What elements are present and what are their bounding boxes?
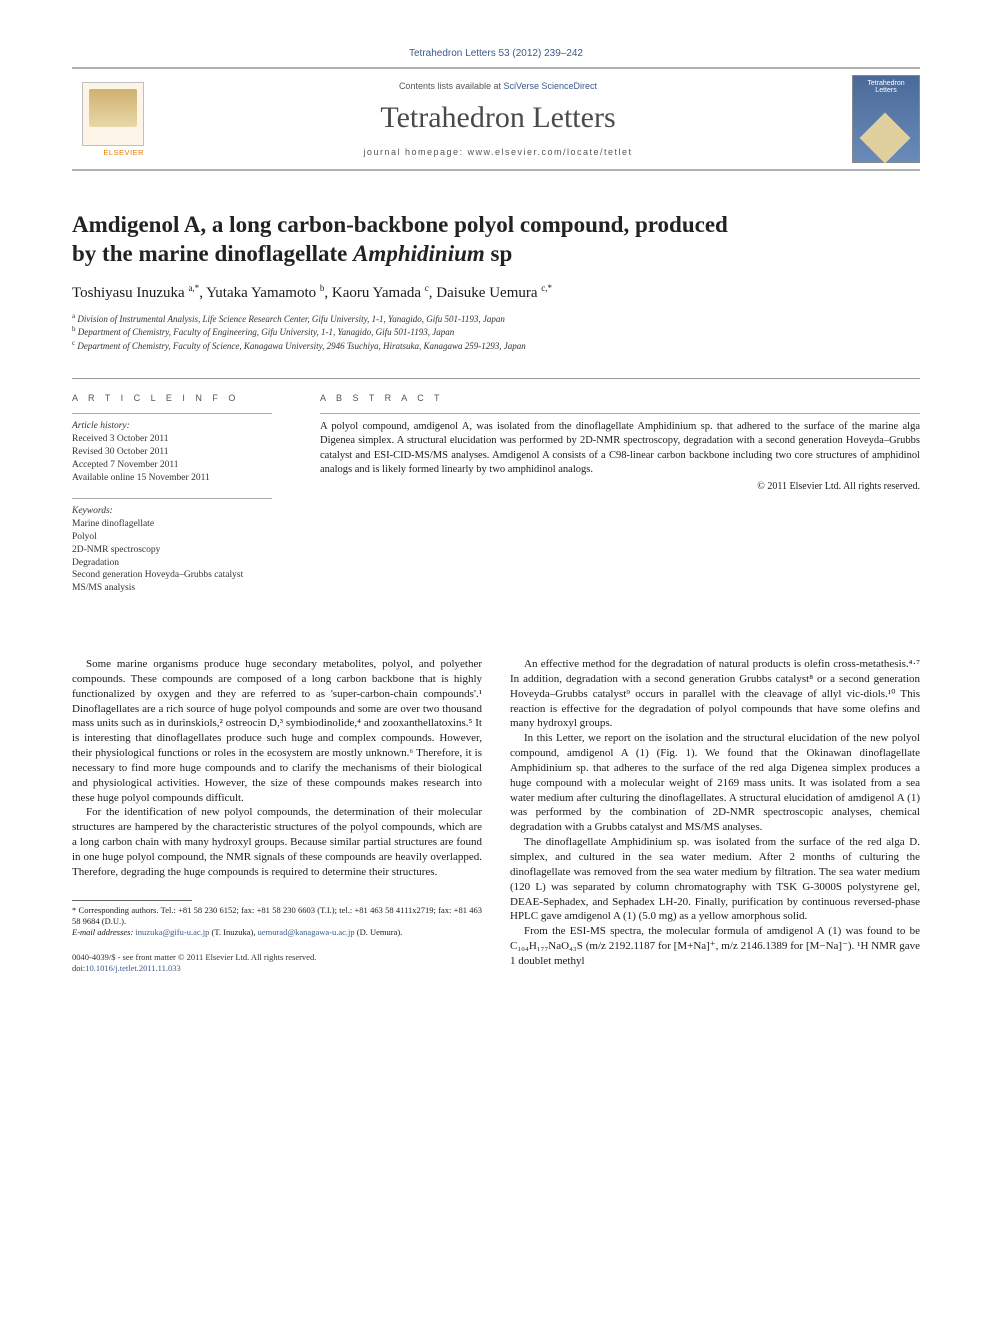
abstract-label: A B S T R A C T: [320, 393, 920, 403]
article-history: Article history: Received 3 October 2011…: [72, 413, 272, 484]
contents-line: Contents lists available at SciVerse Sci…: [144, 81, 852, 91]
affil-c-text: Department of Chemistry, Faculty of Scie…: [77, 341, 525, 351]
title-line-2-pre: by the marine dinoflagellate: [72, 241, 353, 266]
body-p2: For the identification of new polyol com…: [72, 805, 482, 879]
body-p6: From the ESI-MS spectra, the molecular f…: [510, 924, 920, 969]
body-p3: An effective method for the degradation …: [510, 657, 920, 731]
abstract-copyright: © 2011 Elsevier Ltd. All rights reserved…: [320, 481, 920, 492]
history-online: Available online 15 November 2011: [72, 473, 210, 483]
body-column-left: Some marine organisms produce huge secon…: [72, 657, 482, 975]
footer-copyright: 0040-4039/$ - see front matter © 2011 El…: [72, 952, 482, 975]
corresponding-footnote: * Corresponding authors. Tel.: +81 58 23…: [72, 905, 482, 927]
keyword-6: MS/MS analysis: [72, 583, 135, 593]
journal-header: ELSEVIER Contents lists available at Sci…: [72, 67, 920, 171]
front-matter: 0040-4039/$ - see front matter © 2011 El…: [72, 952, 316, 962]
doi-label: doi:: [72, 963, 85, 973]
keywords-block: Keywords: Marine dinoflagellate Polyol 2…: [72, 498, 272, 595]
doi-link[interactable]: 10.1016/j.tetlet.2011.11.033: [85, 963, 180, 973]
journal-cover-thumbnail: [852, 75, 920, 163]
citation-line: Tetrahedron Letters 53 (2012) 239–242: [72, 48, 920, 59]
affiliations: a Division of Instrumental Analysis, Lif…: [72, 312, 920, 353]
publisher-block: ELSEVIER: [72, 82, 144, 157]
affiliation-b: b Department of Chemistry, Faculty of En…: [72, 325, 920, 339]
email-link-1[interactable]: inuzuka@gifu-u.ac.jp: [135, 927, 209, 937]
keyword-1: Marine dinoflagellate: [72, 519, 154, 529]
email-label: E-mail addresses:: [72, 927, 135, 937]
sciencedirect-link[interactable]: SciVerse ScienceDirect: [504, 81, 598, 91]
email1-who: (T. Inuzuka),: [209, 927, 257, 937]
journal-name: Tetrahedron Letters: [144, 101, 852, 135]
history-accepted: Accepted 7 November 2011: [72, 460, 179, 470]
article-title: Amdigenol A, a long carbon-backbone poly…: [72, 211, 920, 269]
body-column-right: An effective method for the degradation …: [510, 657, 920, 975]
affil-b-text: Department of Chemistry, Faculty of Engi…: [78, 327, 454, 337]
article-info-label: A R T I C L E I N F O: [72, 393, 272, 403]
contents-prefix: Contents lists available at: [399, 81, 504, 91]
keyword-5: Second generation Hoveyda–Grubbs catalys…: [72, 570, 243, 580]
title-line-1: Amdigenol A, a long carbon-backbone poly…: [72, 212, 728, 237]
article-info-column: A R T I C L E I N F O Article history: R…: [72, 393, 292, 609]
history-label: Article history:: [72, 421, 130, 431]
body-p1: Some marine organisms produce huge secon…: [72, 657, 482, 805]
email-footnote: E-mail addresses: inuzuka@gifu-u.ac.jp (…: [72, 927, 482, 938]
abstract-text: A polyol compound, amdigenol A, was isol…: [320, 413, 920, 477]
title-line-2-post: sp: [485, 241, 513, 266]
email-link-2[interactable]: uemurad@kanagawa-u.ac.jp: [258, 927, 355, 937]
footnote-rule: [72, 900, 192, 901]
footnotes: * Corresponding authors. Tel.: +81 58 23…: [72, 905, 482, 938]
affiliation-c: c Department of Chemistry, Faculty of Sc…: [72, 339, 920, 353]
keyword-3: 2D-NMR spectroscopy: [72, 545, 160, 555]
journal-homepage: journal homepage: www.elsevier.com/locat…: [144, 147, 852, 157]
keywords-label: Keywords:: [72, 506, 113, 516]
body-text: Some marine organisms produce huge secon…: [72, 657, 920, 975]
affiliation-a: a Division of Instrumental Analysis, Lif…: [72, 312, 920, 326]
elsevier-tree-icon: [82, 82, 144, 146]
title-species: Amphidinium: [353, 241, 485, 266]
body-p4: In this Letter, we report on the isolati…: [510, 731, 920, 835]
affil-a-text: Division of Instrumental Analysis, Life …: [77, 314, 504, 324]
publisher-name: ELSEVIER: [103, 148, 144, 157]
keyword-4: Degradation: [72, 558, 119, 568]
abstract-column: A B S T R A C T A polyol compound, amdig…: [292, 393, 920, 609]
body-p5: The dinoflagellate Amphidinium sp. was i…: [510, 835, 920, 924]
keyword-2: Polyol: [72, 532, 97, 542]
email2-who: (D. Uemura).: [355, 927, 403, 937]
authors-line: Toshiyasu Inuzuka a,*, Yutaka Yamamoto b…: [72, 283, 920, 302]
history-revised: Revised 30 October 2011: [72, 447, 168, 457]
history-received: Received 3 October 2011: [72, 434, 168, 444]
